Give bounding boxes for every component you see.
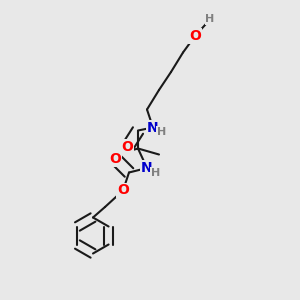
Text: H: H (157, 127, 166, 137)
Text: H: H (151, 167, 160, 178)
Text: N: N (141, 161, 153, 175)
Text: O: O (110, 152, 122, 166)
Text: H: H (206, 14, 214, 25)
Text: O: O (122, 140, 134, 154)
Text: N: N (147, 121, 159, 134)
Text: O: O (117, 184, 129, 197)
Text: O: O (189, 29, 201, 43)
